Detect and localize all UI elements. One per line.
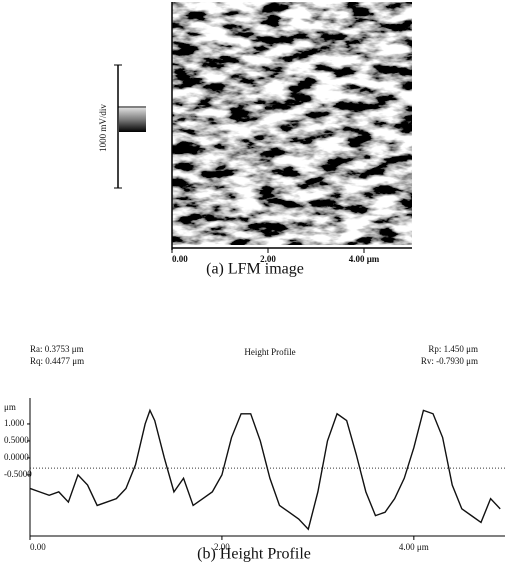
stat: Rp: 1.450 μm bbox=[428, 344, 478, 354]
x-tick-label: 0.00 bbox=[30, 542, 46, 552]
stat: Rq: 0.4477 μm bbox=[30, 356, 84, 366]
y-axis-label: μm bbox=[4, 402, 16, 412]
colorbar bbox=[119, 108, 146, 132]
stat: Ra: 0.3753 μm bbox=[30, 344, 84, 354]
caption: (a) LFM image bbox=[206, 261, 304, 278]
x-tick-label: 2.00 bbox=[260, 254, 276, 264]
caption: (b) Height Profile bbox=[197, 546, 311, 563]
y-tick-label: -0.5000 bbox=[4, 469, 32, 479]
stat: Rv: -0.7930 μm bbox=[421, 356, 478, 366]
chart-title: Height Profile bbox=[244, 347, 295, 357]
x-tick-label: 0.00 bbox=[172, 254, 188, 264]
y-tick-label: 0.5000 bbox=[4, 435, 29, 445]
lfm-image bbox=[172, 2, 412, 245]
y-tick-label: 1.000 bbox=[4, 418, 25, 428]
x-tick-label: 2.00 bbox=[214, 542, 230, 552]
x-tick-label: 4.00 μm bbox=[399, 542, 429, 552]
x-tick-label: 4.00 μm bbox=[349, 254, 380, 264]
y-tick-label: 0.0000 bbox=[4, 452, 29, 462]
scale-label: 1000 mV/div bbox=[98, 104, 108, 152]
profile-line bbox=[29, 408, 501, 531]
